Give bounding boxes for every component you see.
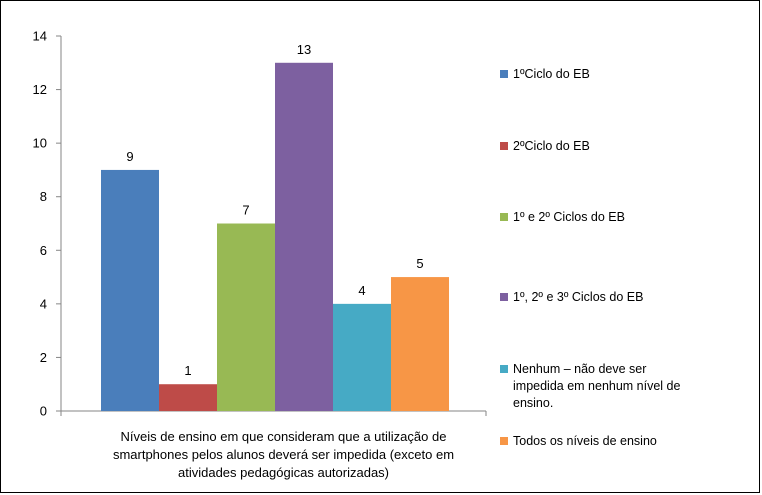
y-tick-label: 0 (40, 404, 47, 419)
y-tick-label: 10 (33, 136, 47, 151)
legend: 1ºCiclo do EB 2ºCiclo do EB 1º e 2º Ciclos… (500, 67, 681, 448)
y-tick-label: 14 (33, 29, 47, 44)
data-label: 1 (184, 363, 191, 378)
x-axis-caption-line: atividades pedagógicas autorizadas) (178, 465, 389, 480)
data-label: 7 (242, 203, 249, 218)
legend-entry: 2ºCiclo do EB (513, 139, 590, 153)
data-labels: 9 1 7 13 4 5 (126, 42, 423, 378)
legend-entry: Nenhum – não deve ser (513, 362, 646, 376)
legend-entry: ensino. (513, 396, 553, 410)
x-axis-caption: Níveis de ensino em que consideram que a… (113, 429, 454, 480)
bar (275, 62, 333, 412)
data-label: 5 (416, 256, 423, 271)
bar (391, 277, 449, 411)
legend-swatch (500, 365, 508, 373)
data-label: 9 (126, 149, 133, 164)
legend-entry: Todos os níveis de ensino (513, 434, 657, 448)
y-tick-label: 8 (40, 189, 47, 204)
data-label: 4 (358, 283, 365, 298)
y-tick-label: 2 (40, 350, 47, 365)
legend-entry: 1º, 2º e 3º Ciclos do EB (513, 290, 643, 304)
bars (101, 62, 449, 412)
bar (217, 223, 275, 411)
x-axis-caption-line: smartphones pelos alunos deverá ser impe… (113, 447, 454, 462)
bar (159, 384, 217, 411)
bar (101, 169, 159, 411)
legend-swatch (500, 70, 508, 78)
y-tick-label: 6 (40, 243, 47, 258)
y-tick-label: 4 (40, 296, 47, 311)
data-label: 13 (297, 42, 311, 57)
x-axis-caption-line: Níveis de ensino em que consideram que a… (121, 429, 447, 444)
legend-swatch (500, 293, 508, 301)
legend-entry: 1º e 2º Ciclos do EB (513, 210, 625, 224)
legend-entry: impedida em nenhum nível de (513, 379, 681, 393)
bar (333, 303, 391, 411)
legend-entry: 1ºCiclo do EB (513, 67, 590, 81)
legend-swatch (500, 142, 508, 150)
legend-swatch (500, 213, 508, 221)
y-tick-label: 12 (33, 82, 47, 97)
legend-swatch (500, 437, 508, 445)
